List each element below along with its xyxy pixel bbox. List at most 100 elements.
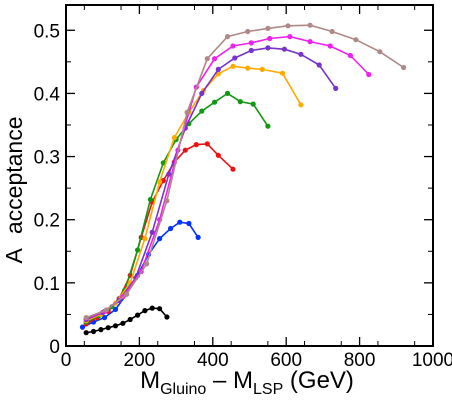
series-7-point: [184, 109, 190, 115]
series-3-point: [199, 108, 205, 114]
series-3-point: [237, 99, 243, 105]
series-2-point: [193, 142, 199, 148]
series-7-point: [204, 56, 210, 62]
series-3-point: [265, 123, 271, 129]
series-5-point: [333, 85, 339, 91]
series-5-point: [265, 45, 271, 51]
series-7-point: [401, 64, 407, 71]
x-axis-label: MGluino – MLSP (GeV): [140, 367, 354, 398]
y-axis-text: acceptance: [1, 117, 27, 235]
series-3-point: [160, 160, 166, 166]
series-5-line: [85, 47, 337, 321]
series-0-point: [135, 312, 141, 318]
x-tick-label: 800: [344, 350, 376, 371]
series-4-point: [230, 63, 236, 69]
plot-frame: [65, 4, 434, 347]
series-0-point: [83, 330, 89, 336]
series-7-point: [124, 291, 130, 297]
series-4-point: [298, 102, 304, 108]
series-2: [83, 141, 236, 327]
x-tick-label: 200: [124, 350, 156, 371]
series-5-point: [281, 46, 287, 52]
y-tick-label: 0: [49, 337, 60, 358]
series-1-point: [112, 306, 119, 312]
x-tick-label: 600: [270, 350, 302, 371]
series-3-point: [147, 196, 153, 203]
series-6-point: [267, 35, 273, 42]
series-5-point: [215, 66, 221, 72]
series-0-point: [105, 325, 111, 331]
series-0-point: [127, 316, 133, 323]
series-3-point: [250, 101, 256, 107]
series-5-point: [199, 90, 205, 96]
series-7-point: [265, 25, 271, 31]
series-7-point: [224, 34, 231, 40]
series-3-point: [212, 99, 218, 105]
y-tick-label: 0.2: [34, 211, 60, 232]
series-0: [83, 305, 170, 336]
series-3-point: [135, 247, 141, 253]
y-tick-label: 0.4: [34, 84, 61, 105]
series-6-point: [366, 71, 372, 78]
y-tick-label: 0.5: [34, 21, 60, 42]
series-0-point: [90, 328, 97, 335]
series-0-point: [142, 308, 148, 314]
series-6-point: [347, 52, 353, 59]
series-0-point: [120, 320, 126, 326]
series-4-point: [259, 66, 265, 72]
x-tick-label: 400: [197, 350, 229, 371]
series-6-point: [327, 43, 333, 49]
series-3-line: [85, 92, 269, 323]
x-tick-label: 1000: [412, 350, 452, 371]
series-5-point: [149, 229, 155, 235]
series-6-point: [212, 56, 218, 62]
series-6-point: [287, 34, 293, 40]
series-7-point: [144, 261, 150, 267]
series-5: [83, 45, 339, 323]
series-1-point: [157, 236, 163, 242]
tick-labels-layer: 0 200 400 600 800 1000 0 0.1 0.2 0.3 0.4 0.5: [34, 21, 452, 371]
series-7-point: [353, 37, 359, 43]
series-0-point: [149, 305, 155, 311]
series-7: [83, 22, 407, 321]
series-5-point: [298, 51, 304, 57]
series-7-point: [245, 28, 251, 35]
series-3: [83, 90, 271, 325]
series-0-point: [157, 306, 163, 312]
series-7-line: [85, 24, 405, 319]
x-axis-sub-gluino: Gluino: [160, 381, 206, 398]
series-6-point: [307, 39, 313, 45]
series-2-point: [230, 166, 236, 172]
series-4-point: [142, 236, 148, 242]
series-3-point: [224, 90, 231, 96]
series-4-point: [245, 65, 251, 71]
series-5-point: [166, 171, 172, 177]
y-axis-symbol: A: [1, 247, 27, 263]
series-6-point: [248, 40, 254, 46]
x-axis-sub-lsp: LSP: [253, 381, 283, 398]
series-7-point: [329, 28, 335, 35]
series-2-point: [204, 141, 210, 147]
series-1-point: [186, 220, 192, 227]
series-2-line: [85, 143, 234, 325]
series-0-point: [112, 323, 119, 329]
x-axis-m2: M: [233, 367, 253, 394]
series-2-point: [215, 152, 221, 158]
series-6-line: [85, 35, 370, 319]
series-layer: [79, 22, 407, 336]
series-4-point: [157, 179, 163, 185]
series-1-point: [101, 315, 108, 321]
series-2-point: [182, 147, 188, 153]
series-1-point: [177, 219, 183, 225]
y-tick-label: 0.1: [34, 274, 60, 295]
series-4-line: [85, 65, 302, 322]
series-0-point: [98, 327, 104, 333]
series-5-point: [316, 62, 322, 68]
series-1-point: [168, 225, 174, 232]
x-axis-unit: (GeV): [283, 367, 354, 394]
series-1-point: [79, 324, 86, 330]
x-tick-label: 0: [61, 350, 72, 371]
ticks-layer: [65, 5, 434, 347]
series-4: [83, 63, 304, 324]
